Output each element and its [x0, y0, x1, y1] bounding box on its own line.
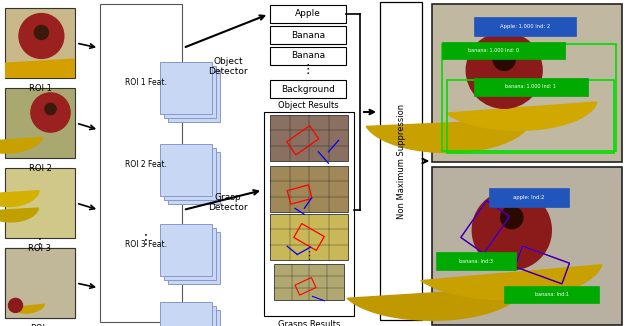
Text: apple: Ind:2: apple: Ind:2	[513, 195, 545, 200]
Bar	[489, 187, 569, 206]
Bar	[270, 26, 346, 44]
Circle shape	[19, 14, 64, 58]
Text: Banana: Banana	[291, 31, 325, 39]
Bar	[164, 148, 216, 200]
Bar	[160, 144, 212, 196]
Text: Grasp: Grasp	[215, 194, 241, 202]
Text: ROIs: ROIs	[30, 324, 50, 326]
Bar	[474, 17, 576, 36]
Polygon shape	[0, 208, 38, 222]
Bar	[447, 80, 614, 153]
Bar	[432, 167, 622, 325]
Polygon shape	[0, 137, 43, 153]
Bar	[270, 80, 346, 98]
Text: ⋮: ⋮	[304, 251, 314, 261]
Bar	[270, 166, 348, 212]
Bar	[380, 2, 422, 320]
Bar	[270, 5, 346, 23]
Bar	[274, 264, 344, 300]
Polygon shape	[347, 287, 523, 320]
Bar	[168, 152, 220, 204]
Text: ROI 3 Feat.: ROI 3 Feat.	[125, 240, 167, 249]
Text: ROI 1: ROI 1	[28, 84, 52, 93]
Bar	[264, 112, 354, 316]
Text: ROI 2 Feat.: ROI 2 Feat.	[125, 160, 167, 169]
Text: ROI 3: ROI 3	[28, 244, 52, 253]
Bar	[100, 4, 182, 322]
Bar	[436, 252, 515, 270]
Bar	[474, 78, 588, 96]
Text: Grasps Results: Grasps Results	[278, 320, 340, 326]
Text: Object: Object	[213, 57, 243, 67]
Polygon shape	[0, 191, 39, 206]
Text: ROI 2: ROI 2	[28, 164, 52, 173]
Bar	[168, 232, 220, 284]
Text: ⋮: ⋮	[139, 233, 153, 247]
Text: Non Maximum Suppression: Non Maximum Suppression	[396, 103, 406, 218]
Polygon shape	[366, 120, 530, 153]
Bar	[160, 224, 212, 276]
Bar	[5, 248, 75, 318]
Text: Apple: Apple	[295, 9, 321, 19]
Text: Detector: Detector	[208, 67, 248, 77]
Bar	[5, 248, 75, 318]
Polygon shape	[447, 102, 597, 130]
Bar	[442, 43, 616, 151]
Text: ⋮: ⋮	[33, 237, 47, 251]
Circle shape	[472, 191, 551, 270]
Text: banana: 1.000 Ind: 1: banana: 1.000 Ind: 1	[505, 84, 556, 89]
Bar	[504, 286, 599, 303]
Bar	[442, 42, 565, 59]
Bar	[168, 70, 220, 122]
Text: Apple: 1.000 Ind: 2: Apple: 1.000 Ind: 2	[500, 23, 550, 29]
Bar	[270, 115, 348, 161]
Polygon shape	[10, 304, 45, 313]
Text: ROI 1 Feat.: ROI 1 Feat.	[125, 78, 167, 87]
Circle shape	[501, 206, 523, 229]
Text: banana: Ind:1: banana: Ind:1	[535, 292, 569, 297]
Bar	[168, 310, 220, 326]
Text: Object Results: Object Results	[278, 101, 338, 110]
Circle shape	[31, 93, 70, 132]
Polygon shape	[5, 58, 75, 78]
Bar	[160, 62, 212, 114]
Circle shape	[466, 33, 542, 108]
Text: banana: Ind:3: banana: Ind:3	[459, 259, 493, 263]
Circle shape	[8, 298, 23, 312]
Circle shape	[45, 103, 56, 115]
Bar	[5, 88, 75, 158]
Bar	[270, 214, 348, 260]
Bar	[5, 168, 75, 238]
Bar	[270, 47, 346, 65]
Text: Detector: Detector	[208, 203, 248, 213]
Bar	[164, 66, 216, 118]
Text: Banana: Banana	[291, 52, 325, 61]
Polygon shape	[421, 265, 602, 300]
Text: ⋮: ⋮	[302, 64, 314, 77]
Bar	[164, 306, 216, 326]
Bar	[432, 4, 622, 162]
Circle shape	[35, 25, 49, 39]
Bar	[5, 8, 75, 78]
Text: Background: Background	[281, 84, 335, 94]
Circle shape	[493, 48, 515, 70]
Bar	[160, 302, 212, 326]
Text: banana: 1.000 Ind: 0: banana: 1.000 Ind: 0	[468, 48, 519, 53]
Bar	[164, 228, 216, 280]
